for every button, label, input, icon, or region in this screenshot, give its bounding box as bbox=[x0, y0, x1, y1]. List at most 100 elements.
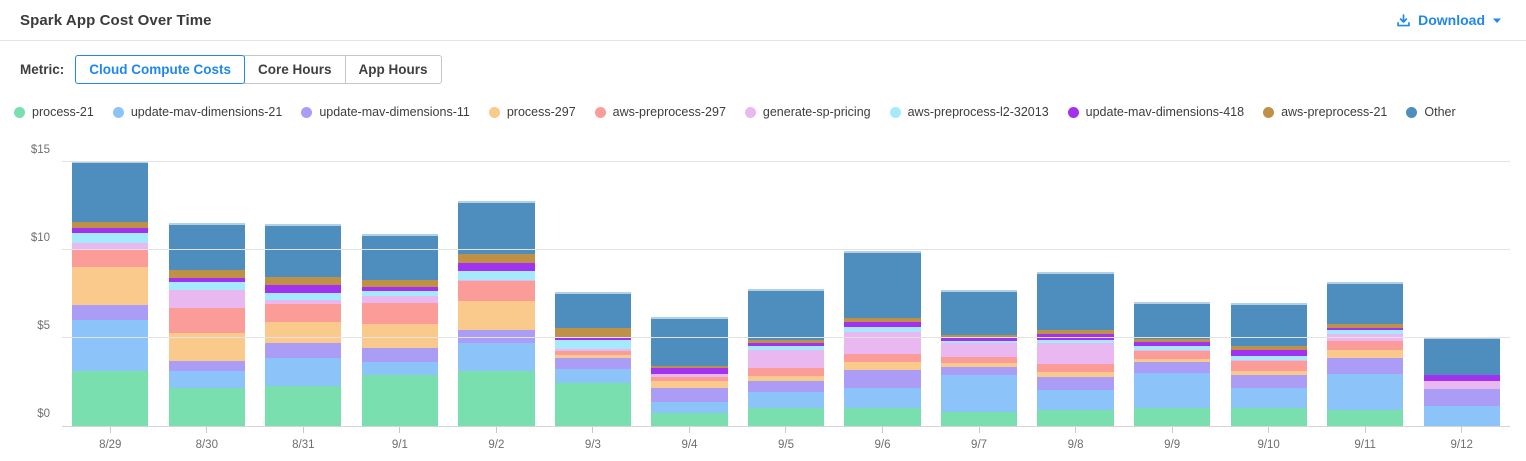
bar-segment-aws-preprocess-21[interactable] bbox=[747, 339, 825, 343]
bar-segment-aws-preprocess-297[interactable] bbox=[1037, 363, 1114, 373]
legend-item-update-mav-dimensions-11[interactable]: update-mav-dimensions-11 bbox=[301, 105, 470, 119]
bar-segment-aws-preprocess-297[interactable] bbox=[1327, 340, 1404, 351]
bar-segment-aws-preprocess-297[interactable] bbox=[940, 356, 1018, 364]
bar-segment-process-21[interactable] bbox=[651, 412, 728, 426]
bar-segment-update-mav-dimensions-21[interactable] bbox=[1423, 406, 1500, 426]
bar-segment-process-297[interactable] bbox=[361, 323, 438, 349]
bar-segment-generate-sp-pricing[interactable] bbox=[1133, 349, 1211, 352]
bar-segment-update-mav-dimensions-11[interactable] bbox=[361, 348, 438, 362]
legend-item-aws-preprocess-297[interactable]: aws-preprocess-297 bbox=[594, 105, 726, 119]
bar-segment-aws-preprocess-297[interactable] bbox=[265, 303, 342, 323]
bar-segment-aws-preprocess-l2-32013[interactable] bbox=[940, 340, 1018, 344]
bar-segment-update-mav-dimensions-11[interactable] bbox=[1327, 357, 1404, 374]
bar-segment-update-mav-dimensions-21[interactable] bbox=[940, 375, 1018, 413]
bar-segment-aws-preprocess-21[interactable] bbox=[554, 328, 632, 337]
bar-segment-other[interactable] bbox=[1423, 336, 1500, 376]
bar-segment-generate-sp-pricing[interactable] bbox=[168, 290, 245, 309]
bar-segment-update-mav-dimensions-21[interactable] bbox=[1230, 387, 1307, 408]
legend-item-aws-preprocess-21[interactable]: aws-preprocess-21 bbox=[1263, 105, 1387, 119]
bar-segment-update-mav-dimensions-418[interactable] bbox=[361, 287, 438, 291]
bar-segment-generate-sp-pricing[interactable] bbox=[1230, 360, 1307, 362]
bar-segment-process-297[interactable] bbox=[844, 361, 921, 370]
metric-button-core-hours[interactable]: Core Hours bbox=[244, 55, 346, 84]
bar-segment-aws-preprocess-l2-32013[interactable] bbox=[747, 345, 825, 350]
bar-segment-aws-preprocess-21[interactable] bbox=[844, 318, 921, 322]
bar-segment-aws-preprocess-21[interactable] bbox=[1230, 345, 1307, 350]
bar-segment-aws-preprocess-297[interactable] bbox=[1230, 361, 1307, 371]
legend-item-process-21[interactable]: process-21 bbox=[14, 105, 94, 119]
bar-segment-aws-preprocess-l2-32013[interactable] bbox=[844, 327, 921, 332]
bar-segment-generate-sp-pricing[interactable] bbox=[1037, 343, 1114, 364]
bar-segment-other[interactable] bbox=[361, 234, 438, 280]
bar-segment-aws-preprocess-21[interactable] bbox=[651, 365, 728, 368]
bar-segment-aws-preprocess-21[interactable] bbox=[1037, 330, 1114, 334]
bar-segment-update-mav-dimensions-21[interactable] bbox=[554, 368, 632, 384]
bar-segment-aws-preprocess-297[interactable] bbox=[458, 280, 535, 301]
bar-segment-process-297[interactable] bbox=[651, 381, 728, 388]
bar-segment-aws-preprocess-21[interactable] bbox=[168, 270, 245, 278]
bar-segment-update-mav-dimensions-21[interactable] bbox=[458, 342, 535, 372]
bar-segment-aws-preprocess-21[interactable] bbox=[1327, 324, 1404, 328]
bar-segment-process-21[interactable] bbox=[265, 385, 342, 426]
bar-segment-process-21[interactable] bbox=[844, 408, 921, 426]
bar-segment-aws-preprocess-l2-32013[interactable] bbox=[361, 290, 438, 296]
bar-segment-update-mav-dimensions-21[interactable] bbox=[361, 361, 438, 376]
bar-segment-aws-preprocess-21[interactable] bbox=[940, 334, 1018, 338]
bar-segment-process-21[interactable] bbox=[72, 370, 149, 426]
bar-segment-aws-preprocess-l2-32013[interactable] bbox=[1230, 356, 1307, 361]
bar-segment-process-21[interactable] bbox=[458, 371, 535, 426]
bar-segment-other[interactable] bbox=[651, 317, 728, 366]
bar-segment-aws-preprocess-l2-32013[interactable] bbox=[1133, 345, 1211, 350]
bar-segment-aws-preprocess-297[interactable] bbox=[651, 377, 728, 382]
bar-segment-process-297[interactable] bbox=[1037, 372, 1114, 377]
bar-segment-update-mav-dimensions-21[interactable] bbox=[168, 371, 245, 388]
bar-segment-other[interactable] bbox=[844, 250, 921, 319]
bar-segment-update-mav-dimensions-11[interactable] bbox=[554, 357, 632, 369]
bar-segment-generate-sp-pricing[interactable] bbox=[940, 343, 1018, 357]
bar-segment-generate-sp-pricing[interactable] bbox=[361, 295, 438, 303]
bar-segment-update-mav-dimensions-21[interactable] bbox=[265, 357, 342, 386]
bar-segment-generate-sp-pricing[interactable] bbox=[72, 243, 149, 250]
legend-item-update-mav-dimensions-21[interactable]: update-mav-dimensions-21 bbox=[112, 105, 282, 119]
bar-segment-process-297[interactable] bbox=[554, 354, 632, 358]
bar-segment-update-mav-dimensions-11[interactable] bbox=[1423, 388, 1500, 407]
bar-segment-update-mav-dimensions-11[interactable] bbox=[458, 329, 535, 343]
bar-segment-update-mav-dimensions-418[interactable] bbox=[1327, 327, 1404, 331]
bar-segment-process-21[interactable] bbox=[1133, 407, 1211, 426]
legend-item-other[interactable]: Other bbox=[1406, 105, 1456, 119]
bar-segment-update-mav-dimensions-21[interactable] bbox=[1327, 373, 1404, 410]
bar-segment-generate-sp-pricing[interactable] bbox=[747, 349, 825, 369]
bar-segment-update-mav-dimensions-418[interactable] bbox=[747, 342, 825, 346]
bar-segment-update-mav-dimensions-418[interactable] bbox=[72, 228, 149, 234]
legend-item-update-mav-dimensions-418[interactable]: update-mav-dimensions-418 bbox=[1067, 105, 1244, 119]
bar-segment-other[interactable] bbox=[265, 224, 342, 278]
bar-segment-process-297[interactable] bbox=[458, 300, 535, 330]
bar-segment-other[interactable] bbox=[458, 201, 535, 255]
bar-segment-process-297[interactable] bbox=[747, 376, 825, 382]
bar-segment-update-mav-dimensions-11[interactable] bbox=[844, 369, 921, 389]
bar-segment-generate-sp-pricing[interactable] bbox=[265, 300, 342, 304]
bar-segment-update-mav-dimensions-11[interactable] bbox=[940, 366, 1018, 376]
legend-item-generate-sp-pricing[interactable]: generate-sp-pricing bbox=[744, 105, 871, 119]
bar-segment-aws-preprocess-297[interactable] bbox=[844, 353, 921, 362]
bar-segment-update-mav-dimensions-11[interactable] bbox=[747, 381, 825, 392]
bar-segment-process-297[interactable] bbox=[1133, 358, 1211, 362]
bar-segment-process-297[interactable] bbox=[1327, 350, 1404, 358]
bar-segment-update-mav-dimensions-418[interactable] bbox=[265, 284, 342, 294]
bar-segment-aws-preprocess-21[interactable] bbox=[361, 279, 438, 288]
bar-segment-aws-preprocess-l2-32013[interactable] bbox=[554, 339, 632, 349]
bar-segment-process-297[interactable] bbox=[265, 322, 342, 343]
bar-segment-other[interactable] bbox=[1230, 303, 1307, 346]
metric-button-cloud-compute-costs[interactable]: Cloud Compute Costs bbox=[75, 55, 246, 84]
bar-segment-aws-preprocess-21[interactable] bbox=[1133, 338, 1211, 342]
bar-segment-update-mav-dimensions-418[interactable] bbox=[1133, 341, 1211, 346]
metric-button-app-hours[interactable]: App Hours bbox=[344, 55, 442, 84]
bar-segment-process-21[interactable] bbox=[940, 412, 1018, 426]
bar-segment-update-mav-dimensions-21[interactable] bbox=[1037, 389, 1114, 411]
bar-segment-other[interactable] bbox=[72, 161, 149, 223]
bar-segment-aws-preprocess-297[interactable] bbox=[554, 351, 632, 355]
bar-segment-update-mav-dimensions-11[interactable] bbox=[1133, 361, 1211, 374]
bar-segment-aws-preprocess-297[interactable] bbox=[361, 302, 438, 324]
legend-item-process-297[interactable]: process-297 bbox=[488, 105, 576, 119]
bar-segment-aws-preprocess-l2-32013[interactable] bbox=[651, 373, 728, 375]
